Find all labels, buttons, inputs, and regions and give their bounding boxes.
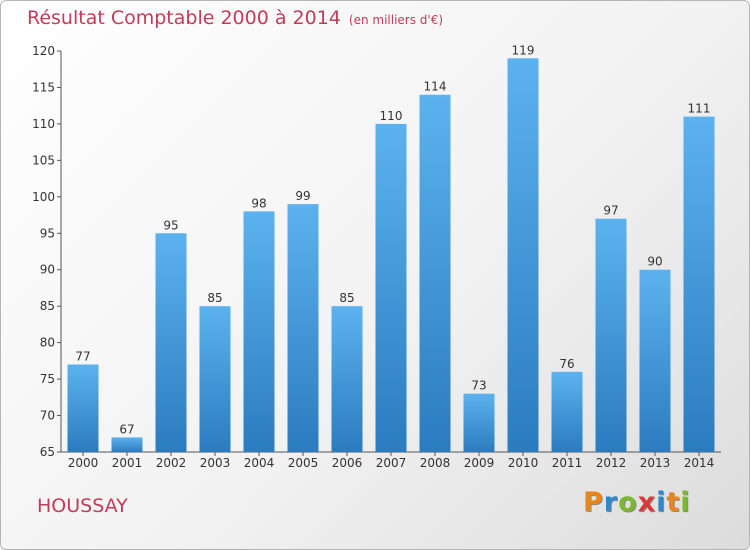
chart-unit: (en milliers d'€): [348, 13, 444, 27]
data-label: 76: [559, 357, 574, 371]
y-tick-label: 80: [40, 336, 55, 350]
y-tick-label: 120: [32, 44, 55, 58]
y-tick-label: 75: [40, 372, 55, 386]
x-tick-label: 2007: [376, 456, 407, 470]
bar-2012: [595, 218, 627, 452]
data-label: 85: [339, 291, 354, 305]
bar-2010: [507, 58, 539, 453]
data-label: 99: [295, 189, 310, 203]
x-tick-label: 2004: [244, 456, 275, 470]
x-tick-label: 2006: [332, 456, 363, 470]
x-tick-label: 2008: [420, 456, 451, 470]
y-tick-label: 70: [40, 409, 55, 423]
data-label: 111: [688, 102, 711, 116]
bar-2005: [287, 204, 319, 452]
x-tick-label: 2009: [464, 456, 495, 470]
chart-title: Résultat Comptable 2000 à 2014 (en millie…: [27, 7, 443, 29]
y-tick-label: 65: [40, 445, 55, 459]
bar-2008: [419, 94, 451, 452]
data-label: 73: [471, 379, 486, 393]
data-label: 98: [251, 196, 266, 210]
x-tick-label: 2012: [596, 456, 627, 470]
data-label: 90: [647, 255, 662, 269]
bar-2014: [683, 116, 715, 453]
data-label: 119: [512, 43, 535, 57]
chart-title-text: Résultat Comptable 2000 à 2014: [27, 7, 341, 29]
bar-2001: [111, 437, 143, 452]
data-label: 67: [119, 422, 134, 436]
y-tick-label: 100: [32, 190, 55, 204]
logo-letter: x: [637, 487, 657, 518]
bar-2002: [155, 233, 187, 452]
x-tick-label: 2002: [156, 456, 187, 470]
logo-letter: P: [583, 487, 604, 518]
x-tick-label: 2010: [508, 456, 539, 470]
data-label: 110: [380, 109, 403, 123]
y-tick-label: 90: [40, 263, 55, 277]
bar-2004: [243, 211, 275, 452]
bar-2006: [331, 306, 363, 452]
x-tick-label: 2013: [640, 456, 671, 470]
logo-letter: t: [666, 487, 681, 518]
x-tick-label: 2003: [200, 456, 231, 470]
logo-letter: i: [680, 487, 691, 518]
logo-letter: o: [618, 487, 638, 518]
data-label: 95: [163, 218, 178, 232]
x-tick-label: 2005: [288, 456, 319, 470]
logo-letter: i: [656, 487, 667, 518]
proxiti-logo: Proxiti: [583, 487, 691, 518]
logo-letter: r: [603, 487, 619, 518]
bar-2000: [67, 364, 99, 452]
bar-2009: [463, 393, 495, 452]
x-tick-label: 2000: [68, 456, 99, 470]
bar-2003: [199, 306, 231, 452]
city-name: HOUSSAY: [37, 495, 128, 517]
y-tick-label: 115: [32, 80, 55, 94]
x-tick-label: 2014: [684, 456, 715, 470]
x-tick-label: 2001: [112, 456, 143, 470]
y-tick-label: 105: [32, 153, 55, 167]
data-label: 85: [207, 291, 222, 305]
bar-2007: [375, 123, 407, 452]
data-label: 77: [75, 350, 90, 364]
bar-2013: [639, 269, 671, 452]
bar-2011: [551, 371, 583, 452]
data-label: 114: [424, 80, 447, 94]
data-label: 97: [603, 204, 618, 218]
y-tick-label: 110: [32, 117, 55, 131]
x-tick-label: 2011: [552, 456, 583, 470]
y-tick-label: 95: [40, 226, 55, 240]
y-tick-label: 85: [40, 299, 55, 313]
